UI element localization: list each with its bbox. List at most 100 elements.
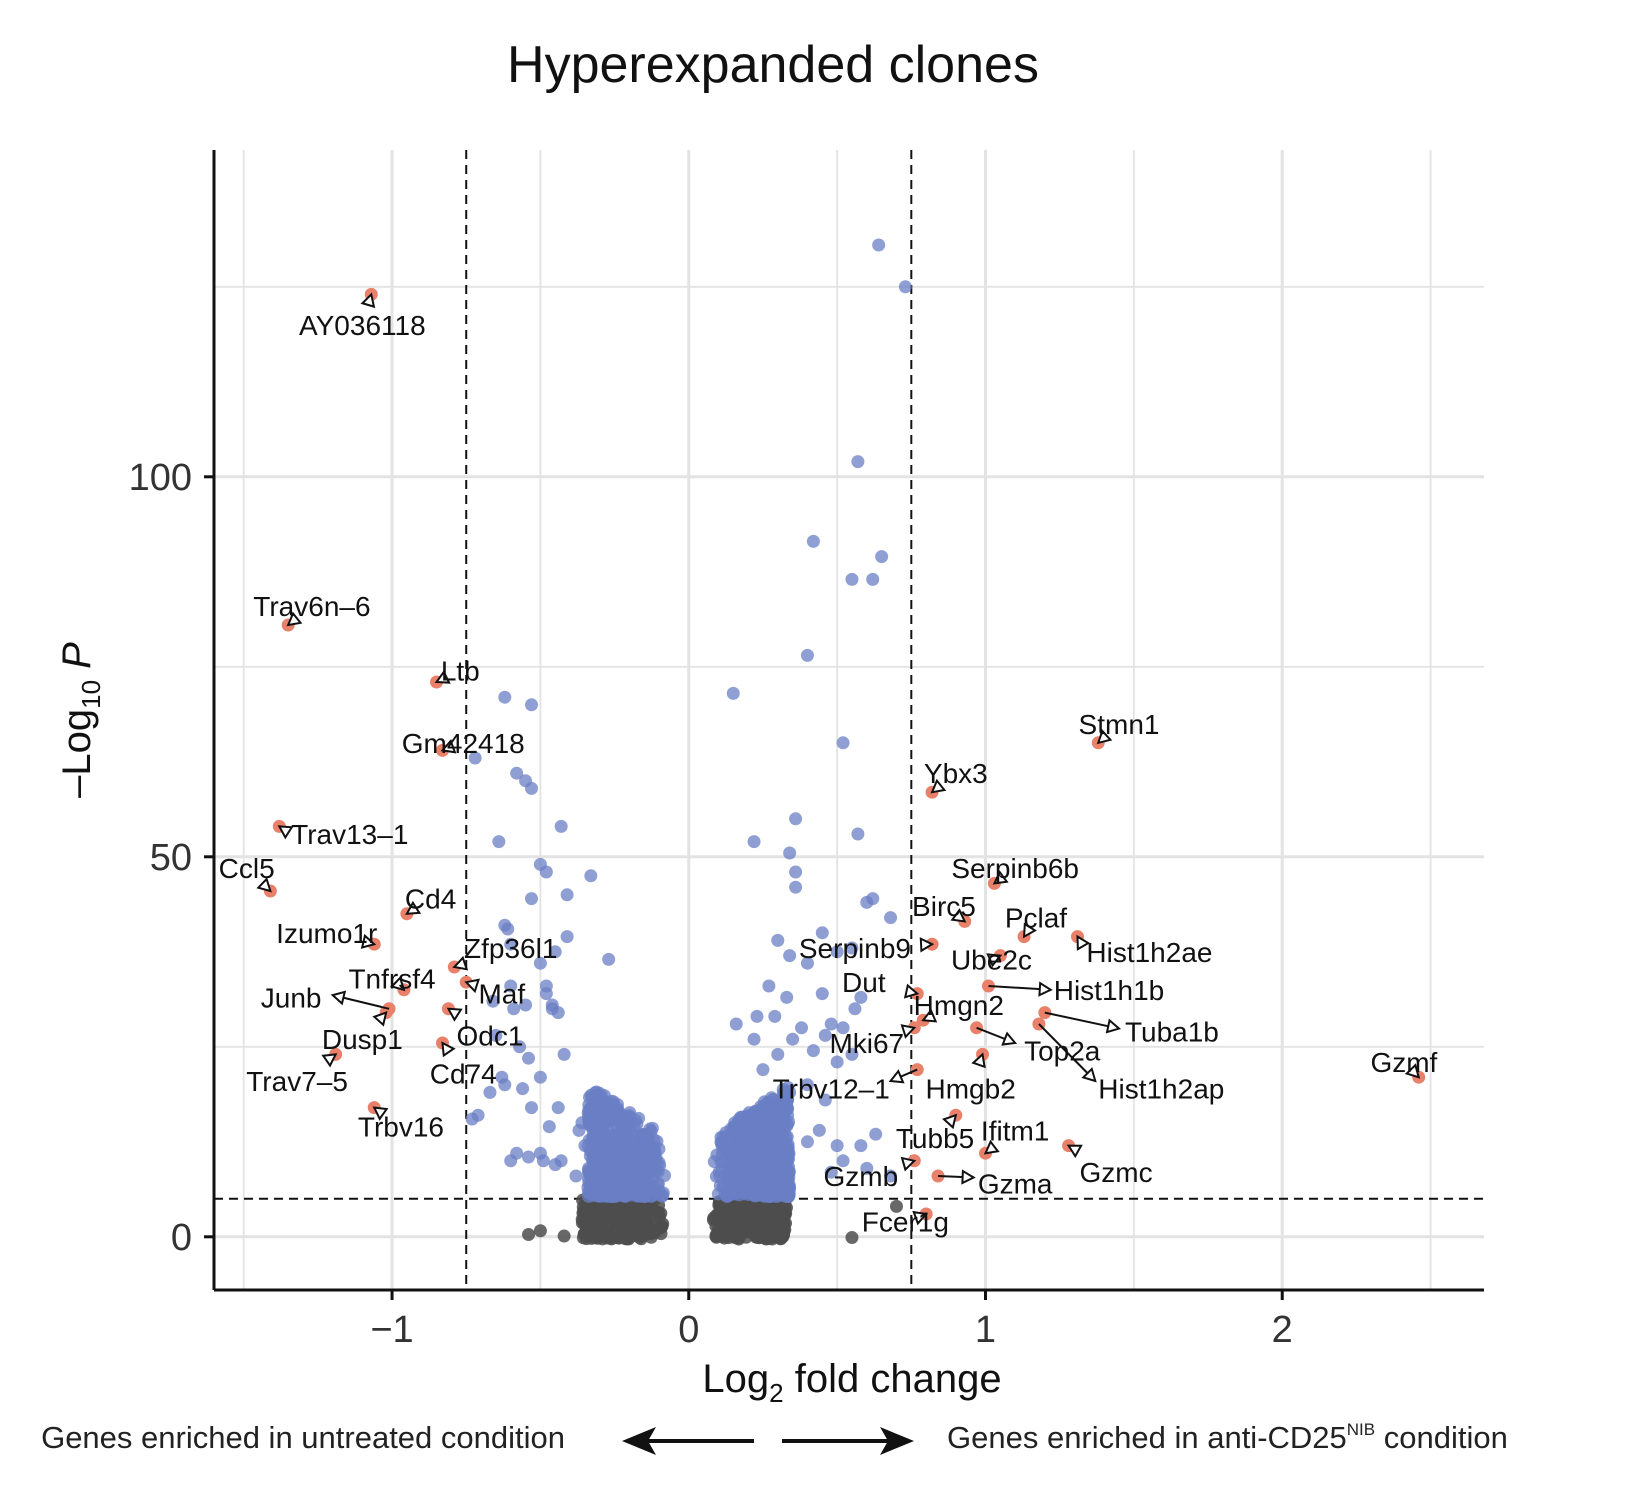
significant-point: [602, 952, 616, 966]
gene-label-pointer: [942, 1113, 958, 1130]
y-axis-label: –Log10 P: [55, 642, 106, 798]
significant-point: [501, 922, 515, 936]
significant-point: [824, 1017, 838, 1031]
x-tick-label: −1: [370, 1309, 413, 1351]
gene-label-pointer: [900, 1024, 917, 1039]
significant-point: [554, 1154, 568, 1168]
gene-label: Serpinb6b: [951, 853, 1079, 884]
gene-label-pointer: [983, 1139, 1000, 1155]
gene-label-arrowhead: [1001, 1031, 1018, 1046]
gene-label: Tnfrsf4: [348, 963, 435, 994]
gene-label: Top2a: [1024, 1036, 1101, 1067]
significant-point: [658, 1169, 672, 1183]
gene-label-pointer: [321, 1053, 338, 1068]
gene-label: Mki67: [829, 1028, 904, 1059]
gene-label: Hist1h1b: [1054, 975, 1165, 1006]
significant-point: [786, 1032, 800, 1046]
significant-point: [606, 1138, 619, 1152]
non-significant-point: [762, 1230, 776, 1244]
significant-point: [516, 1082, 530, 1096]
significant-point: [498, 690, 512, 704]
gene-label-pointer: [446, 1007, 463, 1022]
gene-label: Fcer1g: [862, 1207, 949, 1238]
significant-point: [762, 979, 776, 993]
significant-point: [854, 990, 868, 1004]
non-significant-point: [718, 1227, 732, 1241]
significant-point: [783, 1179, 797, 1193]
gene-labels: AY036118 Trav6n–6 Ltb Gm42418 Trav13–1 Ccl5 Cd…: [219, 292, 1438, 1238]
non-significant-point: [596, 1200, 610, 1214]
significant-point: [898, 280, 912, 294]
significant-point: [800, 1135, 814, 1149]
gene-label: Birc5: [912, 891, 976, 922]
gene-label-arrow: [1044, 1011, 1120, 1030]
significant-point: [513, 1040, 527, 1054]
significant-point: [818, 1028, 832, 1042]
significant-point: [630, 1117, 644, 1131]
gene-label-arrowhead: [330, 990, 347, 1006]
non-significant-point: [735, 1215, 749, 1229]
significant-point: [872, 238, 886, 252]
gene-label: Gzma: [978, 1169, 1053, 1200]
non-significant-point: [752, 1222, 766, 1236]
gene-label: Gzmf: [1370, 1047, 1437, 1078]
gene-label-pointer: [405, 900, 422, 915]
significant-point: [587, 1150, 601, 1164]
gene-label: Tuba1b: [1125, 1017, 1219, 1048]
y-tick-label: 50: [150, 837, 192, 879]
significant-point: [620, 1145, 634, 1159]
gene-label: Trav6n–6: [253, 591, 370, 622]
significant-point: [795, 1021, 809, 1035]
gene-label: Hmgn2: [914, 990, 1004, 1021]
significant-point: [586, 1129, 600, 1143]
gene-label-pointer: [950, 908, 967, 923]
significant-point: [768, 1009, 782, 1023]
gene-label-pointer: [286, 611, 303, 627]
non-significant-point: [577, 1227, 591, 1241]
significant-point: [586, 1182, 600, 1196]
significant-point: [854, 1139, 868, 1153]
y-tick-label: 100: [129, 457, 192, 499]
gene-label: Ube2c: [951, 944, 1032, 975]
gene-label-pointer: [1022, 922, 1037, 939]
significant-point: [845, 572, 859, 586]
significant-point: [789, 880, 803, 894]
significant-point: [848, 1002, 862, 1016]
significant-point: [772, 1155, 786, 1169]
gene-label-pointer: [434, 669, 451, 684]
gene-label: Pclaf: [1005, 903, 1067, 934]
chart-title: Hyperexpanded clones: [507, 36, 1039, 94]
significant-point: [815, 926, 829, 940]
gene-label: Trbv16: [358, 1112, 444, 1143]
gene-label: Stmn1: [1079, 709, 1160, 740]
significant-point: [483, 1085, 497, 1099]
significant-point: [836, 736, 850, 750]
significant-point: [830, 945, 844, 959]
significant-point: [548, 945, 562, 959]
significant-point: [747, 1032, 761, 1046]
significant-point: [578, 1139, 592, 1153]
significant-point: [851, 827, 865, 841]
significant-point: [533, 956, 547, 970]
gene-label-pointer: [256, 877, 272, 893]
significant-point: [642, 1182, 656, 1196]
gene-label-arrow: [1038, 1023, 1096, 1082]
significant-point: [726, 686, 740, 700]
significant-point: [533, 1070, 547, 1084]
gene-label: Gzmc: [1080, 1157, 1153, 1188]
significant-point: [806, 534, 820, 548]
significant-point: [884, 911, 898, 925]
significant-point: [729, 1017, 743, 1031]
gene-label-pointer: [992, 870, 1009, 885]
gene-label-pointer: [360, 292, 376, 309]
gene-label-pointer: [986, 953, 1003, 968]
gene-label-pointer: [1066, 1144, 1083, 1159]
significant-point: [652, 1142, 666, 1156]
gene-label-pointer: [903, 983, 920, 999]
gene-label-pointer: [372, 1011, 388, 1027]
significant-point: [789, 812, 803, 826]
gene-label: Hmgb2: [926, 1074, 1016, 1105]
significant-point: [551, 1006, 565, 1020]
non-significant-point: [624, 1207, 638, 1221]
significant-point: [776, 1109, 790, 1123]
